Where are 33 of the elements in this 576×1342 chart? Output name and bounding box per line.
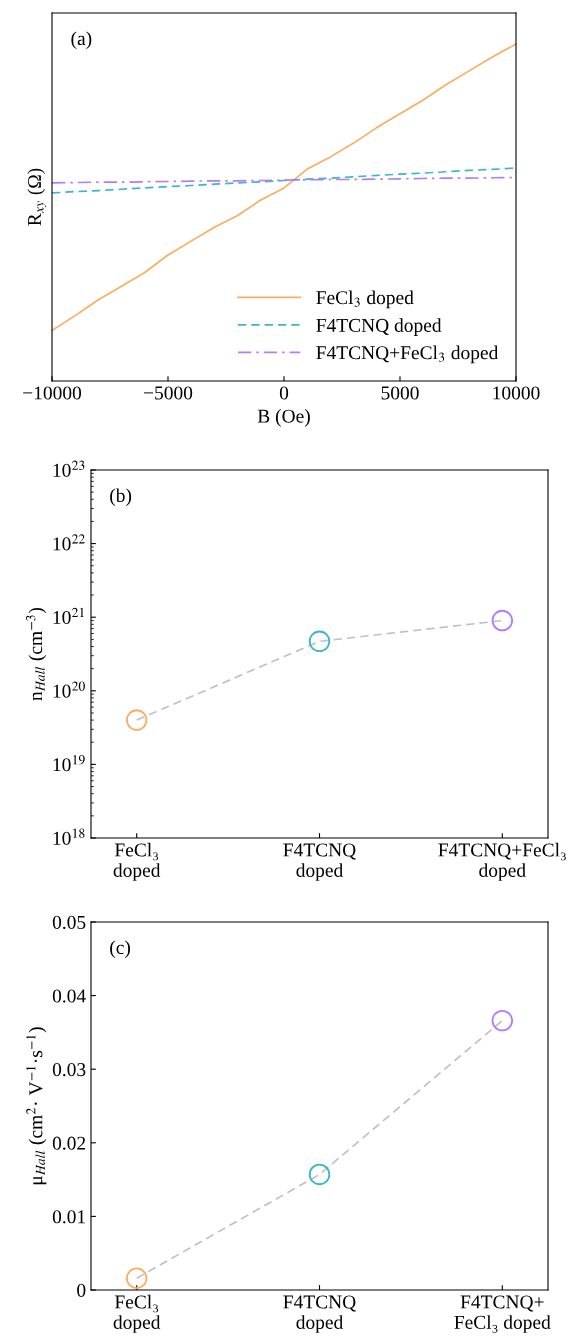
annotation: (c) [110,940,131,959]
text: μ$_{Hall}$ (cm$^{2}$· V$^{−1}$·s$^{−1}$) [26,1027,47,1185]
x-tick-label: F4TCNQ+FeCl₃ doped [438,842,566,881]
x-tick-label: F4TCNQ+ FeCl₃ doped [454,1295,551,1333]
x-tick-label: FeCl₃ doped [113,842,161,881]
y-tick-label: 0.03 [52,1063,86,1077]
legend-label: F4TCNQ+FeCl$_{3}$ doped [316,345,499,364]
x-tick-label: 10000 [493,386,540,400]
y-tick-label: 10$^{23}$ [53,460,85,477]
x-tick-label: 5000 [381,386,419,400]
y-tick-label: 10$^{19}$ [53,755,85,772]
y-tick-label: 10$^{20}$ [53,681,85,698]
y-axis-title: n$_{Hall}$ (cm$^{−3}$) [25,607,47,701]
x-tick-label: F4TCNQ doped [283,1295,356,1333]
x-tick-label: F4TCNQ doped [283,843,356,881]
y-tick-label: 0.01 [52,1210,85,1224]
x-axis-title: B (Oe) [257,409,310,427]
y-tick-label: 10$^{22}$ [53,534,85,551]
x-tick-label: FeCl₃ doped [113,1294,161,1333]
y-tick-label: 10$^{18}$ [53,828,85,845]
y-tick-label: 10$^{21}$ [53,607,84,625]
legend-label: F4TCNQ doped [316,318,442,336]
x-tick-label: −5000 [144,386,193,400]
annotation: (a) [71,31,92,50]
y-tick-label: 0 [77,1283,86,1297]
legend-label: FeCl$_{3}$ doped [316,290,414,309]
y-tick-label: 0.05 [52,915,86,930]
x-tick-label: 0 [279,386,289,400]
x-tick-label: −10000 [23,386,82,400]
y-tick-label: 0.02 [52,1136,86,1150]
annotation: (b) [110,488,132,507]
y-axis-title: R$_{xy}$ (Ω) [27,168,47,226]
y-tick-label: 0.04 [52,989,86,1003]
